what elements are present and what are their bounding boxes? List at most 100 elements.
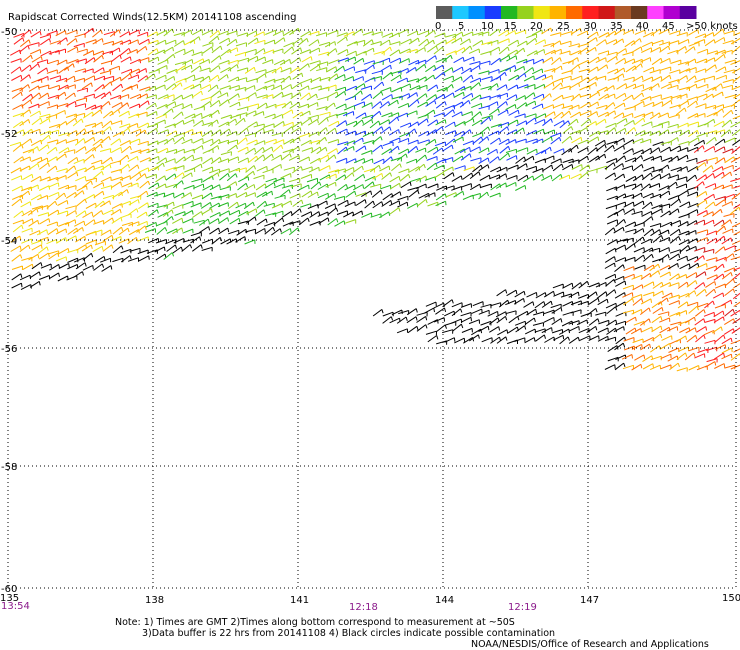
wind-barb-feather xyxy=(265,102,268,108)
wind-barb xyxy=(577,155,588,163)
wind-barb-feather xyxy=(722,172,725,177)
wind-barb xyxy=(362,158,373,164)
wind-barb xyxy=(724,59,736,64)
wind-barb xyxy=(165,239,176,245)
wind-barb-feather xyxy=(309,111,311,116)
wind-barb-feather xyxy=(192,49,195,54)
wind-barb-feather xyxy=(435,94,438,99)
wind-barb xyxy=(543,290,554,298)
wind-barb xyxy=(669,236,680,244)
wind-barb xyxy=(369,120,379,129)
wind-barb xyxy=(183,184,195,190)
wind-barb xyxy=(408,189,419,198)
wind-barb xyxy=(218,158,229,164)
wind-barb xyxy=(687,301,698,307)
wind-barb-feather xyxy=(353,146,355,151)
wind-barb-feather xyxy=(20,91,23,97)
wind-barb xyxy=(405,66,416,74)
wind-barb-feather xyxy=(166,148,169,153)
wind-barb xyxy=(525,317,535,325)
wind-barb-feather xyxy=(460,76,463,81)
wind-barb xyxy=(378,119,390,126)
wind-barb xyxy=(318,154,329,161)
wind-barb-feather xyxy=(696,306,699,311)
wind-barb xyxy=(642,216,652,224)
wind-barb xyxy=(174,61,186,66)
wind-barb-feather xyxy=(325,127,328,132)
wind-barb-feather xyxy=(189,244,193,249)
wind-barb xyxy=(398,93,410,99)
wind-barb-feather xyxy=(721,91,724,97)
wind-barb xyxy=(451,175,462,182)
wind-barb xyxy=(92,29,102,38)
wind-barb xyxy=(254,140,265,146)
wind-barb xyxy=(462,140,474,146)
wind-barb xyxy=(714,49,726,55)
wind-barb xyxy=(219,85,231,90)
wind-barb xyxy=(668,195,679,201)
wind-barb xyxy=(523,58,534,64)
wind-barb xyxy=(481,337,493,343)
wind-barb xyxy=(327,218,337,226)
wind-barb xyxy=(298,103,309,109)
wind-barb-feather xyxy=(298,137,301,142)
wind-barb xyxy=(659,317,670,323)
wind-barb xyxy=(694,282,704,290)
wind-barb-feather xyxy=(31,174,34,179)
wind-barb xyxy=(604,102,614,110)
wind-barb xyxy=(454,165,466,170)
wind-barb xyxy=(643,336,654,343)
wind-barb-feather xyxy=(714,137,717,142)
wind-barb xyxy=(75,210,86,218)
wind-barb xyxy=(713,108,723,116)
wind-barb xyxy=(693,139,704,147)
wind-barb-feather xyxy=(40,56,43,61)
wind-barb xyxy=(238,176,249,183)
wind-barb xyxy=(346,120,357,126)
wind-barb xyxy=(337,199,348,206)
wind-barb xyxy=(586,308,597,316)
wind-barb xyxy=(399,83,411,89)
wind-barb xyxy=(615,92,626,100)
wind-barb xyxy=(220,66,231,74)
wind-barb xyxy=(381,112,392,118)
wind-barb xyxy=(147,31,158,38)
wind-barb xyxy=(686,220,697,227)
wind-barb xyxy=(310,181,320,190)
wind-barb xyxy=(407,78,419,83)
wind-barb xyxy=(685,229,696,236)
wind-barb xyxy=(37,212,49,217)
wind-barb-feather xyxy=(101,38,104,43)
wind-barb xyxy=(343,111,354,117)
wind-barb-feather xyxy=(543,301,546,306)
wind-barb xyxy=(535,149,546,156)
wind-barb xyxy=(382,71,392,80)
wind-barb-feather xyxy=(460,175,463,180)
wind-barb xyxy=(669,69,681,74)
wind-barb xyxy=(625,65,636,73)
wind-barb xyxy=(11,185,23,192)
wind-barb-feather xyxy=(138,29,140,35)
wind-barb xyxy=(498,29,509,37)
wind-barb xyxy=(83,27,94,36)
wind-barb-feather xyxy=(75,38,78,43)
wind-barb-feather xyxy=(73,165,77,170)
wind-barb xyxy=(307,102,318,108)
wind-barb-feather xyxy=(172,47,174,52)
wind-barb xyxy=(460,183,472,188)
wind-barb-feather xyxy=(424,64,427,69)
wind-barb xyxy=(45,114,57,119)
legend-swatch xyxy=(598,6,616,19)
wind-barb xyxy=(94,255,105,263)
wind-barb xyxy=(39,162,49,170)
wind-barb xyxy=(568,104,580,110)
wind-barb-feather xyxy=(657,270,661,275)
wind-barb xyxy=(452,136,464,143)
wind-barb xyxy=(245,92,256,99)
legend-swatch xyxy=(566,6,583,19)
wind-barb xyxy=(334,86,346,92)
wind-barb-feather xyxy=(514,104,517,109)
wind-barb xyxy=(91,109,101,117)
wind-barb xyxy=(183,84,194,90)
